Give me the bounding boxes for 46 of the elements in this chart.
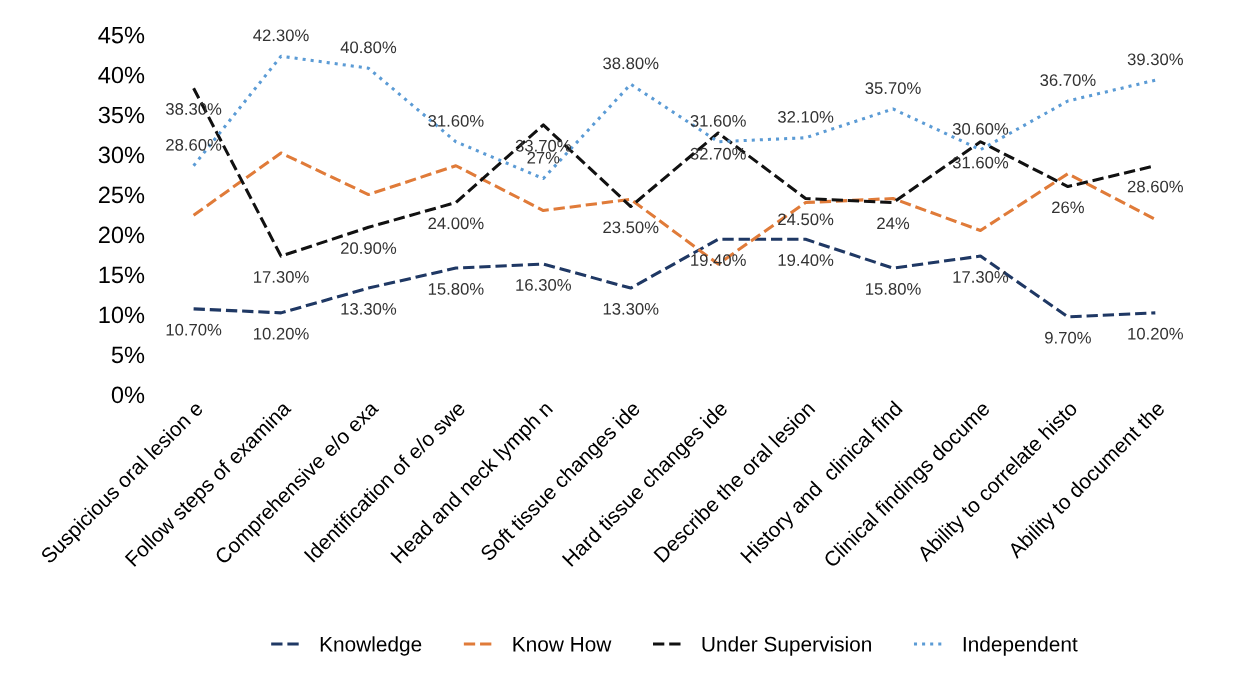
data-label: 17.30%: [953, 271, 1009, 283]
data-label: 13.30%: [341, 302, 397, 315]
line-series: [192, 237, 1157, 319]
data-label: 10.20%: [254, 327, 309, 340]
legend-label: Know How: [513, 637, 612, 652]
data-label: 9.70%: [1045, 331, 1091, 344]
data-label: 40.80%: [340, 41, 397, 54]
data-label: 20.90%: [341, 242, 397, 255]
y-tick-label: 30%: [98, 146, 145, 164]
data-label: 30.60%: [952, 122, 1009, 135]
y-tick-label: 25%: [98, 186, 145, 204]
data-label: 23.50%: [603, 221, 659, 234]
data-label: 17.30%: [254, 271, 309, 283]
y-tick-label: 20%: [98, 226, 145, 244]
data-label: 24%: [877, 217, 910, 230]
y-tick-label: 10%: [99, 306, 145, 324]
y-tick-label: 40%: [98, 66, 145, 84]
data-label: 31.60%: [952, 156, 1009, 169]
y-tick-label: 15%: [99, 266, 145, 284]
data-label: 38.80%: [603, 57, 659, 70]
data-label: 28.60%: [166, 138, 222, 151]
data-label: 24.00%: [428, 217, 484, 230]
legend-label: Independent: [963, 636, 1078, 656]
data-label: 27%: [527, 151, 560, 164]
data-label: 35.70%: [865, 82, 921, 94]
data-label: 32.10%: [777, 110, 834, 123]
y-tick-label: 5%: [111, 346, 145, 364]
data-label: 36.70%: [1040, 74, 1096, 86]
data-label: 42.30%: [253, 29, 309, 42]
y-tick-label: 0%: [111, 386, 145, 404]
data-label: 10.20%: [1128, 327, 1183, 340]
data-label: 10.70%: [166, 323, 222, 336]
data-label: 19.40%: [778, 254, 834, 267]
y-tick-label: 45%: [98, 26, 145, 44]
data-label: 31.60%: [428, 114, 484, 127]
legend-label: Under Supervision: [702, 636, 871, 656]
y-tick-label: 35%: [98, 106, 145, 124]
data-label: 26%: [1052, 201, 1084, 214]
data-label: 15.80%: [866, 282, 921, 295]
data-label: 16.30%: [516, 278, 571, 291]
data-label: 31.60%: [690, 114, 746, 127]
data-label: 13.30%: [603, 302, 659, 315]
legend-label: Knowledge: [320, 636, 422, 656]
data-label: 28.60%: [1127, 180, 1183, 193]
data-label: 15.80%: [428, 282, 484, 295]
data-label: 39.30%: [1127, 53, 1183, 66]
